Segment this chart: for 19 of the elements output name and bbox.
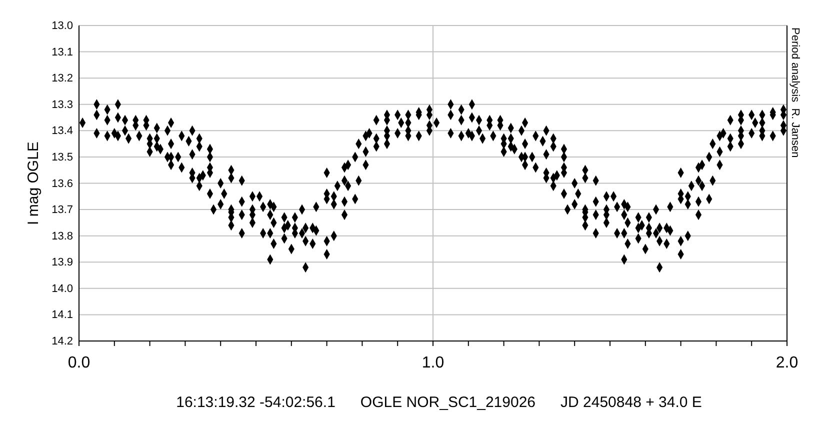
x-tick-label: 1.0 xyxy=(422,354,444,372)
y-tick-label: 13.2 xyxy=(52,72,73,85)
text: Period analysis R. Jansen xyxy=(789,28,801,158)
y-tick-label: 13.9 xyxy=(52,256,73,269)
y-tick-label: 14.0 xyxy=(52,282,73,295)
y-tick-label: 13.7 xyxy=(52,204,73,216)
x-tick-label: 2.0 xyxy=(776,354,798,372)
y-tick-label: 14.2 xyxy=(52,336,73,348)
y-tick-label: 13.5 xyxy=(52,151,73,164)
y-tick-label: 13.3 xyxy=(52,98,73,111)
x-tick-label: 0.0 xyxy=(68,354,90,372)
y-tick-label: 13.6 xyxy=(52,178,73,190)
y-tick-label: 13.8 xyxy=(52,230,73,242)
y-tick-label: 13.0 xyxy=(52,20,73,32)
x-axis-title: 16:13:19.32 -54:02:56.1 OGLE NOR_SC1_219026 JD 2450848 + 34.0 E xyxy=(176,394,702,411)
y-tick-label: 13.1 xyxy=(52,46,73,58)
y-tick-label: 14.1 xyxy=(52,309,73,322)
y-axis-title: I mag OGLE xyxy=(25,142,42,225)
y-tick-label: 13.4 xyxy=(52,125,73,138)
